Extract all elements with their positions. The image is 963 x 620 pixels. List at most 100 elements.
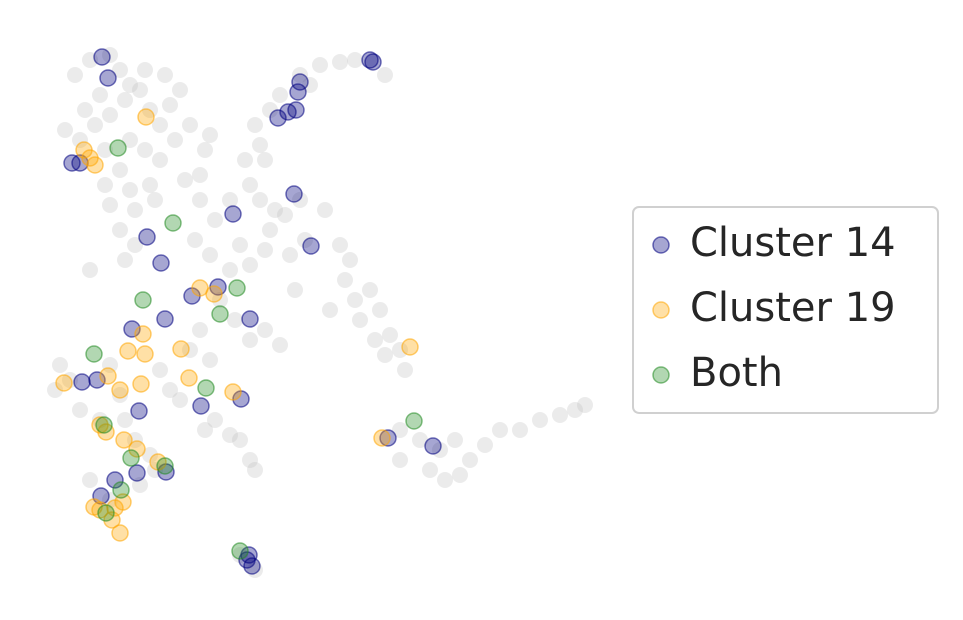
background-point — [352, 312, 368, 328]
background-point — [337, 272, 353, 288]
legend-label: Cluster 19 — [690, 285, 896, 331]
background-point — [242, 452, 258, 468]
background-point — [67, 67, 83, 83]
background-point — [112, 162, 128, 178]
background-point — [257, 322, 273, 338]
background-point — [347, 292, 363, 308]
background-point — [367, 332, 383, 348]
background-point — [252, 137, 268, 153]
background-point — [262, 222, 278, 238]
background-point — [112, 387, 128, 403]
point — [81, 149, 99, 167]
background-point — [207, 412, 223, 428]
background-point — [112, 62, 128, 78]
point — [424, 437, 442, 455]
point — [401, 338, 419, 356]
background-point — [117, 412, 133, 428]
point — [128, 440, 146, 458]
background-point — [422, 462, 438, 478]
point — [106, 471, 124, 489]
background-point — [247, 117, 263, 133]
point — [373, 429, 391, 447]
background-point — [92, 87, 108, 103]
background-point — [287, 282, 303, 298]
point — [405, 412, 423, 430]
background-point — [152, 117, 168, 133]
background-point — [102, 107, 118, 123]
background-point — [192, 322, 208, 338]
point — [95, 416, 113, 434]
point — [379, 429, 397, 447]
background-point — [82, 472, 98, 488]
background-point — [272, 337, 288, 353]
background-point — [207, 212, 223, 228]
background-point — [142, 447, 158, 463]
point — [302, 237, 320, 255]
point — [119, 342, 137, 360]
background-point — [122, 182, 138, 198]
background-point — [452, 467, 468, 483]
background-point — [77, 102, 93, 118]
background-point — [192, 167, 208, 183]
background-point — [157, 67, 173, 83]
background-point — [372, 302, 388, 318]
background-point — [392, 452, 408, 468]
legend-marker — [652, 366, 670, 384]
background-point — [322, 302, 338, 318]
point — [111, 524, 129, 542]
background-point — [122, 132, 138, 148]
background-point — [392, 342, 408, 358]
background-point — [332, 237, 348, 253]
point — [99, 367, 117, 385]
background-point — [167, 132, 183, 148]
background-point — [262, 102, 278, 118]
background-point — [317, 202, 333, 218]
point — [115, 431, 133, 449]
point — [112, 481, 130, 499]
background-point — [242, 177, 258, 193]
background-point — [552, 407, 568, 423]
background-point — [257, 152, 273, 168]
background-point — [142, 177, 158, 193]
background-point — [97, 177, 113, 193]
background-point — [222, 192, 238, 208]
point — [156, 457, 174, 475]
background-point — [162, 97, 178, 113]
background-point — [232, 237, 248, 253]
background-point — [447, 432, 463, 448]
background-point — [232, 432, 248, 448]
point — [228, 279, 246, 297]
background-point — [152, 362, 168, 378]
background-point — [362, 282, 378, 298]
background-point — [72, 132, 88, 148]
point — [285, 185, 303, 203]
background-point — [127, 202, 143, 218]
background-point — [342, 252, 358, 268]
point — [132, 375, 150, 393]
background-point — [412, 432, 428, 448]
background-point — [577, 397, 593, 413]
background-point — [117, 252, 133, 268]
point — [63, 154, 81, 172]
point — [138, 228, 156, 246]
background-point — [162, 382, 178, 398]
background-point — [492, 422, 508, 438]
legend-label: Both — [690, 350, 783, 396]
background-point — [567, 402, 583, 418]
point — [128, 464, 146, 482]
background-point — [137, 62, 153, 78]
point — [231, 542, 249, 560]
point — [224, 383, 242, 401]
background-point — [197, 422, 213, 438]
background-point — [332, 54, 348, 70]
background-point — [52, 357, 68, 373]
background-point — [257, 242, 273, 258]
background-point — [87, 117, 103, 133]
point — [205, 285, 223, 303]
point — [211, 305, 229, 323]
background-point — [72, 402, 88, 418]
background-point — [477, 437, 493, 453]
background-point — [382, 327, 398, 343]
point — [164, 214, 182, 232]
